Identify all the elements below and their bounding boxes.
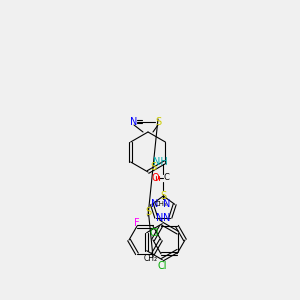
Text: S: S: [160, 191, 167, 201]
Text: Cl: Cl: [158, 261, 167, 271]
Text: S: S: [155, 117, 161, 127]
Text: N: N: [163, 199, 170, 209]
Text: CH₃: CH₃: [154, 201, 167, 207]
Text: CH₂: CH₂: [144, 254, 158, 263]
Text: O: O: [152, 173, 159, 183]
Text: C: C: [164, 173, 169, 182]
Text: NH: NH: [153, 157, 168, 167]
Text: S: S: [145, 207, 151, 217]
Text: N: N: [156, 213, 163, 223]
Text: F: F: [134, 218, 140, 228]
Text: N: N: [130, 117, 138, 127]
Text: Cl: Cl: [150, 228, 159, 238]
Text: N: N: [151, 199, 159, 209]
Text: N: N: [163, 213, 170, 223]
Text: S: S: [150, 162, 156, 172]
